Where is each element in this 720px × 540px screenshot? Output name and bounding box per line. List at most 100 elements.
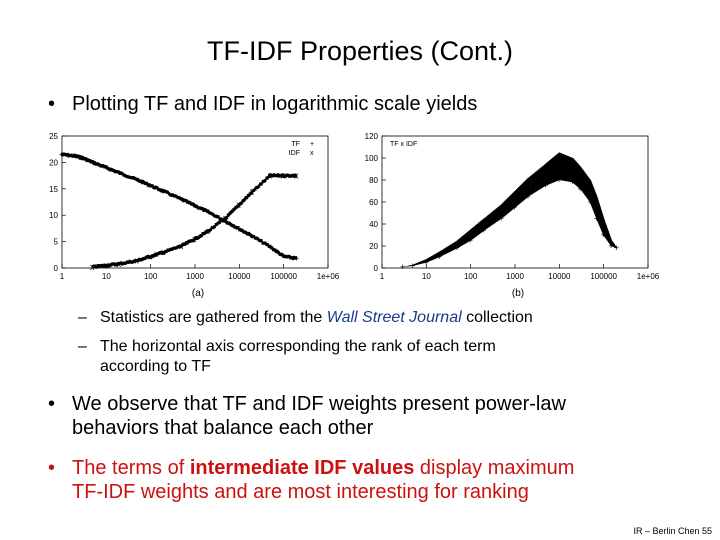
legend-label: TF x IDF xyxy=(390,141,417,148)
bullet-symbol: • xyxy=(48,457,56,479)
series-band xyxy=(219,217,223,221)
series-band xyxy=(166,248,169,252)
series-band xyxy=(162,189,166,193)
series-band xyxy=(162,251,166,255)
series-band xyxy=(262,241,266,245)
series-band xyxy=(128,259,131,263)
y-tick-label: 80 xyxy=(369,176,378,185)
series-band xyxy=(123,173,126,178)
series-band xyxy=(217,221,220,225)
series-band xyxy=(131,176,134,180)
series-band xyxy=(174,246,177,250)
series-band xyxy=(213,214,216,218)
series-band xyxy=(223,217,226,221)
series-band xyxy=(261,180,264,184)
bullet2-line2: behaviors that balance each other xyxy=(72,417,374,439)
series-band xyxy=(255,236,258,240)
series-band xyxy=(257,238,261,242)
series-band xyxy=(124,174,128,178)
x-tick-label: 1e+06 xyxy=(637,272,660,281)
dash-symbol: – xyxy=(78,309,87,326)
series-band xyxy=(209,227,213,231)
y-tick-label: 25 xyxy=(49,132,58,141)
y-tick-label: 20 xyxy=(49,158,58,167)
series-band xyxy=(252,234,256,239)
series-band xyxy=(176,196,180,200)
series-band xyxy=(253,236,257,240)
legend-marker: x xyxy=(310,150,314,157)
series-band xyxy=(257,184,261,188)
series-band xyxy=(265,176,268,180)
series-band xyxy=(294,256,298,260)
series-band xyxy=(208,211,211,215)
series-band xyxy=(175,246,178,250)
bullet3-post: display maximum xyxy=(414,457,575,479)
x-tick-label: 100000 xyxy=(270,272,297,281)
series-band xyxy=(126,260,129,264)
series-band xyxy=(128,175,131,179)
series-band xyxy=(221,218,224,222)
bullet-intermediate-idf: • The terms of intermediate IDF values d… xyxy=(48,456,575,504)
series-band xyxy=(122,173,125,177)
series-band xyxy=(84,157,88,161)
series-band xyxy=(201,207,204,211)
dash-symbol: – xyxy=(78,338,87,355)
bullet-power-law: • We observe that TF and IDF weights pre… xyxy=(48,392,566,440)
series-band xyxy=(145,181,149,185)
series-band xyxy=(175,195,178,199)
legend-label: TF xyxy=(291,141,300,148)
series-band xyxy=(164,250,167,254)
y-tick-label: 20 xyxy=(369,242,378,251)
y-tick-label: 100 xyxy=(365,154,379,163)
series-band xyxy=(255,186,258,190)
y-tick-label: 15 xyxy=(49,185,58,194)
series-band xyxy=(259,182,262,186)
y-tick-label: 60 xyxy=(369,198,378,207)
series-band xyxy=(127,175,130,179)
series-band xyxy=(271,246,274,250)
y-tick-label: 5 xyxy=(54,238,59,247)
bullet-symbol: • xyxy=(48,393,56,415)
series-band xyxy=(215,222,219,226)
bullet-plotting-text: Plotting TF and IDF in logarithmic scale… xyxy=(72,93,478,115)
series-band xyxy=(176,245,180,249)
series-band xyxy=(262,179,266,183)
slide-title: TF-IDF Properties (Cont.) xyxy=(206,36,514,66)
x-tick-label: 1 xyxy=(380,272,385,281)
series-band xyxy=(210,212,214,216)
series-band xyxy=(170,193,173,197)
series-band xyxy=(223,219,226,223)
wall-street-journal: Wall Street Journal xyxy=(326,309,462,326)
sub1-post: collection xyxy=(461,309,533,326)
x-tick-label: 100 xyxy=(464,272,478,281)
bullet-symbol: • xyxy=(48,93,56,115)
chart-caption: (a) xyxy=(192,288,204,299)
bullet3-line2: TF-IDF weights and are most interesting … xyxy=(72,481,529,503)
series-band xyxy=(126,174,129,179)
series-band xyxy=(165,190,168,194)
series-band xyxy=(251,189,254,193)
series-band xyxy=(222,218,225,222)
series-band xyxy=(133,176,137,181)
series-band xyxy=(261,241,264,245)
series-band xyxy=(134,177,138,181)
series-band xyxy=(169,193,172,197)
series-band xyxy=(166,190,169,194)
sub2-line1: The horizontal axis corresponding the ra… xyxy=(100,338,496,355)
series-band xyxy=(253,187,257,191)
x-tick-label: 10 xyxy=(102,272,111,281)
bullet2-line1: We observe that TF and IDF weights prese… xyxy=(72,393,566,415)
data-point: + xyxy=(400,262,405,272)
bullet3-bold: intermediate IDF values xyxy=(189,457,415,479)
series-band xyxy=(266,176,270,180)
series-band xyxy=(127,260,130,264)
series-band xyxy=(129,175,133,180)
series-band xyxy=(237,226,240,230)
x-tick-label: 1000 xyxy=(506,272,524,281)
series-band xyxy=(260,239,263,243)
series-band xyxy=(215,215,219,219)
series-band xyxy=(214,214,218,218)
series-band xyxy=(169,247,172,251)
y-tick-label: 120 xyxy=(365,132,379,141)
series-band xyxy=(132,175,135,180)
